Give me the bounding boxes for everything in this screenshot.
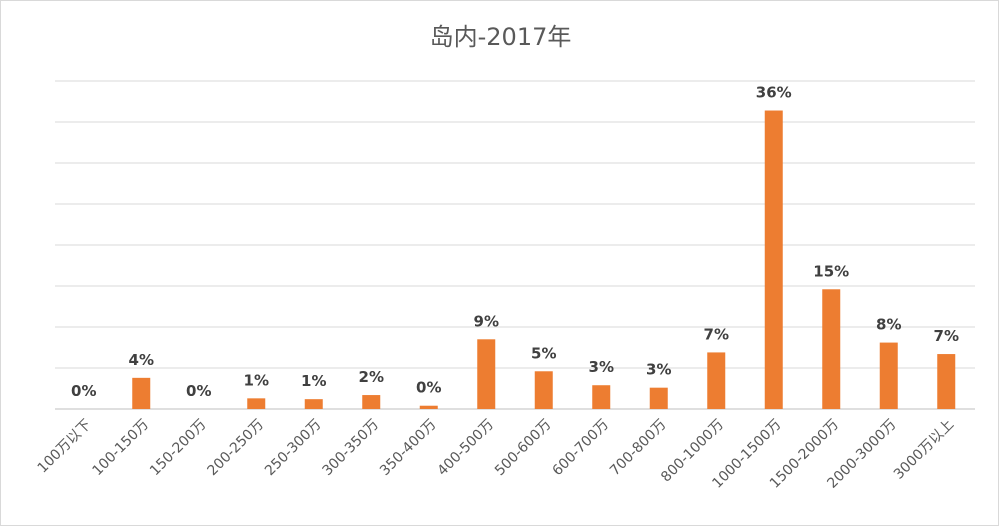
data-label: 5% — [531, 344, 556, 362]
bar — [362, 395, 381, 409]
data-label: 0% — [416, 379, 441, 397]
bar — [419, 405, 438, 409]
x-tick-label: 700-800万 — [607, 417, 670, 480]
data-label: 3% — [646, 361, 671, 379]
bar — [132, 377, 151, 409]
data-label: 9% — [474, 312, 499, 330]
data-label: 7% — [704, 325, 729, 343]
bar — [592, 385, 611, 409]
x-tick-label: 300-350万 — [319, 417, 382, 480]
bar — [247, 398, 266, 409]
bar — [649, 387, 668, 409]
bar — [879, 342, 898, 409]
chart-title: 岛内-2017年 — [429, 23, 572, 51]
x-tick-label: 100万以下 — [35, 417, 95, 477]
data-label: 3% — [589, 358, 614, 376]
data-label: 0% — [186, 382, 211, 400]
x-tick-label: 350-400万 — [377, 417, 440, 480]
data-label: 36% — [756, 84, 792, 102]
data-label: 0% — [71, 382, 96, 400]
data-label: 7% — [934, 327, 959, 345]
bar — [822, 289, 841, 409]
x-tick-label: 250-300万 — [262, 417, 325, 480]
x-tick-label: 150-200万 — [147, 417, 210, 480]
bar — [304, 399, 323, 409]
x-tick-label: 500-600万 — [492, 417, 555, 480]
bar — [707, 352, 726, 409]
data-label: 15% — [813, 262, 849, 280]
bar — [764, 110, 783, 410]
bar — [937, 354, 956, 409]
bar — [534, 371, 553, 409]
data-label: 8% — [876, 316, 901, 334]
x-tick-label: 100-150万 — [89, 417, 152, 480]
x-tick-label: 400-500万 — [434, 417, 497, 480]
data-label: 1% — [244, 371, 269, 389]
data-label: 4% — [129, 351, 154, 369]
x-tick-label: 200-250万 — [204, 417, 267, 480]
x-tick-label: 600-700万 — [549, 417, 612, 480]
x-tick-label: 3000万以上 — [891, 417, 957, 483]
data-label: 2% — [359, 368, 384, 386]
data-label: 1% — [301, 372, 326, 390]
bar — [477, 339, 496, 409]
